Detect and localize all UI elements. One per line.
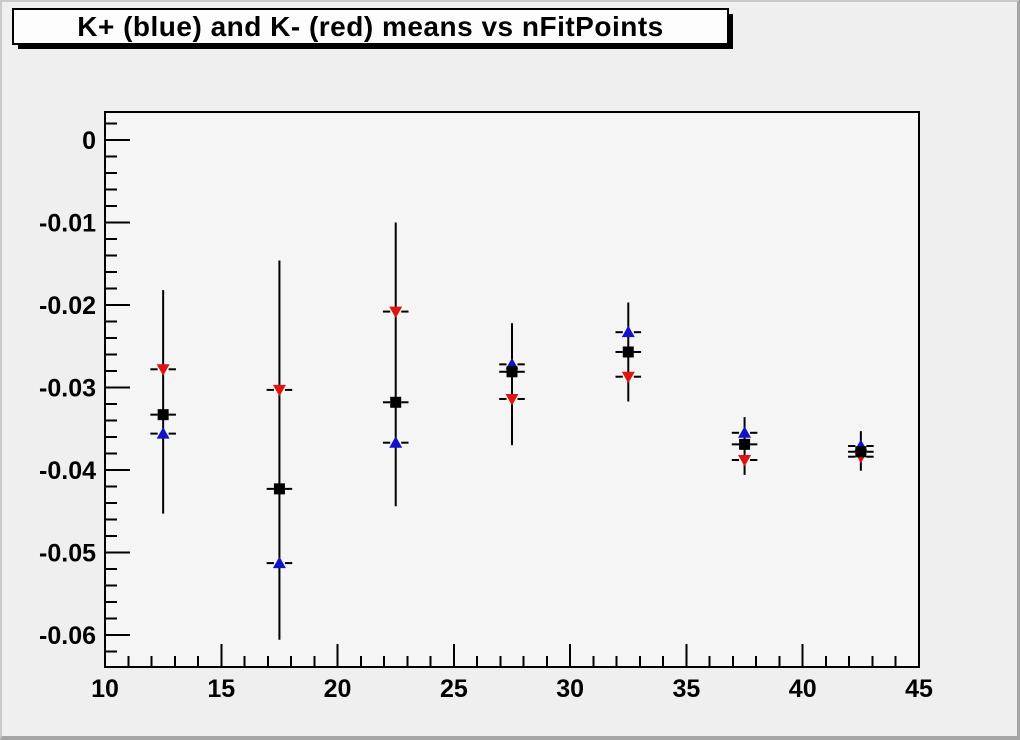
x-tick-label: 15	[207, 675, 235, 703]
x-tick-label: 45	[905, 675, 933, 703]
y-tick-label: -0.03	[39, 374, 96, 402]
marker-kminus-triangle-down	[621, 371, 635, 384]
marker-kminus-triangle-down	[738, 455, 752, 467]
y-axis-ticks	[105, 122, 130, 653]
y-axis-labels: 0 -0.01 -0.02 -0.03 -0.04 -0.05 -0.06	[39, 127, 96, 650]
x-axis-labels: 10 15 20 25 30 35 40 45	[91, 675, 933, 703]
y-tick-label: -0.06	[39, 622, 96, 650]
marker-black-square	[157, 409, 169, 421]
x-tick-label: 40	[789, 675, 817, 703]
y-tick-label: -0.05	[39, 539, 96, 567]
x-tick-label: 20	[324, 675, 352, 703]
marker-black-square	[622, 346, 634, 358]
y-tick-label: 0	[82, 127, 96, 155]
marker-black-square	[739, 438, 751, 450]
marker-black-square	[855, 446, 867, 458]
x-tick-label: 35	[673, 675, 701, 703]
marker-kplus-triangle-up	[621, 325, 635, 338]
x-axis-ticks	[104, 644, 920, 667]
x-tick-label: 10	[91, 675, 119, 703]
marker-kplus-triangle-up	[389, 436, 403, 448]
marker-black-square	[390, 396, 402, 408]
marker-black-square	[273, 483, 285, 495]
x-tick-label: 30	[556, 675, 584, 703]
plot-title-box: K+ (blue) and K- (red) means vs nFitPoin…	[12, 8, 729, 45]
x-tick-label: 25	[440, 675, 468, 703]
marker-black-square	[506, 366, 518, 378]
marker-kplus-triangle-up	[738, 426, 752, 438]
x-error-caps	[150, 310, 874, 565]
plot-title: K+ (blue) and K- (red) means vs nFitPoin…	[77, 10, 664, 42]
marker-kminus-triangle-down	[389, 306, 403, 319]
y-tick-label: -0.04	[39, 457, 96, 485]
y-tick-label: -0.02	[39, 292, 96, 320]
marker-kminus-triangle-down	[272, 384, 286, 397]
y-tick-label: -0.01	[39, 210, 96, 238]
marker-kminus-triangle-down	[505, 393, 519, 406]
marker-kplus-triangle-up	[156, 427, 170, 439]
marker-kplus-triangle-up	[272, 556, 286, 569]
marker-kminus-triangle-down	[156, 364, 170, 376]
